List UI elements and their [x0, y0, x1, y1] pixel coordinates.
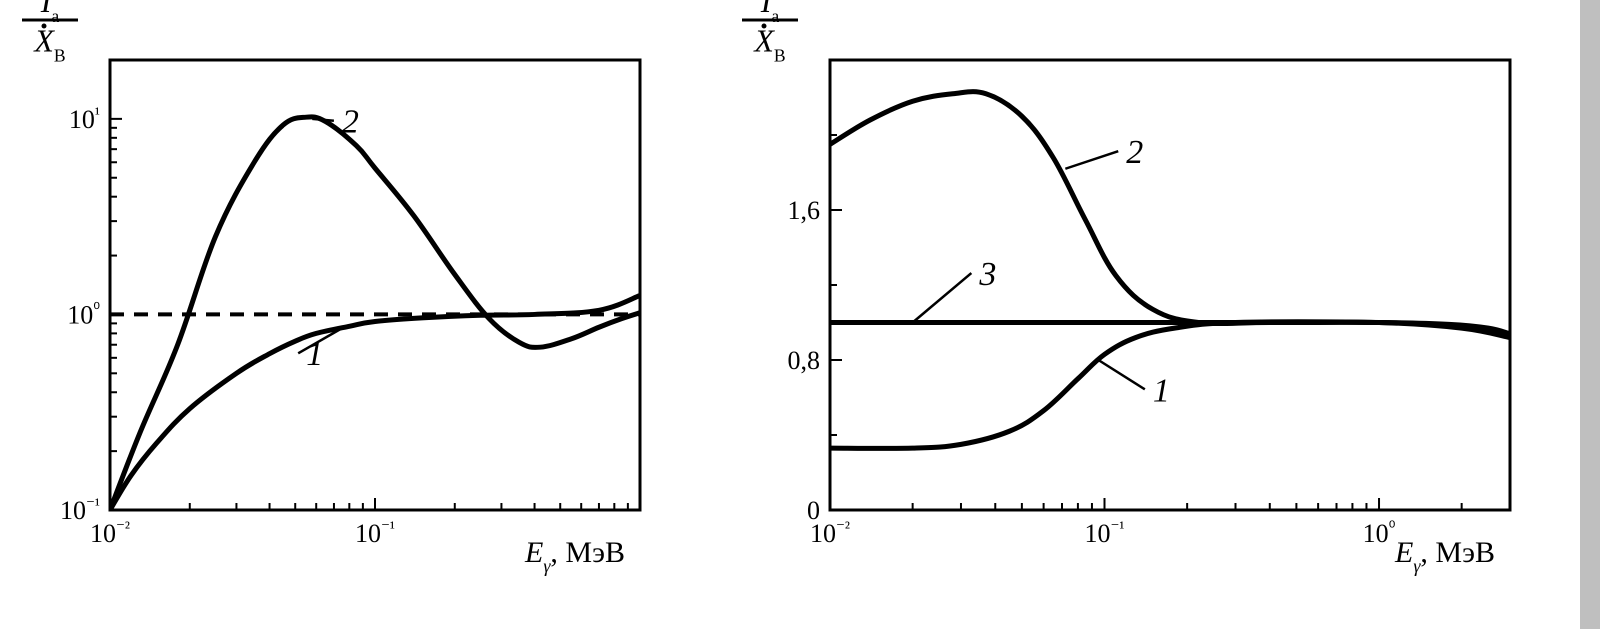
- annotation-label: 2: [1126, 134, 1143, 171]
- annotation-label: 1: [306, 336, 323, 373]
- x-tick-label: 10⁻¹: [355, 518, 395, 549]
- svg-text:Eγ, МэВ: Eγ, МэВ: [524, 536, 625, 576]
- svg-text:XВ: XВ: [752, 23, 785, 66]
- side-scrollbar: [1580, 0, 1600, 629]
- curve-1: [110, 295, 640, 510]
- y-tick-label: 10¹: [69, 103, 100, 134]
- annotation-label: 3: [978, 256, 996, 293]
- x-tick-label: 10⁻¹: [1085, 518, 1125, 549]
- figure-wrap: 2110⁻²10⁻¹10⁻¹10⁰10¹IаXВEγ, МэВ23110⁻²10…: [0, 0, 1600, 629]
- curve-2: [830, 92, 1510, 338]
- figure-svg: 2110⁻²10⁻¹10⁻¹10⁰10¹IаXВEγ, МэВ23110⁻²10…: [0, 0, 1600, 629]
- y-tick-label: 0: [807, 496, 820, 525]
- y-tick-label: 0,8: [788, 346, 821, 375]
- y-tick-label: 1,6: [788, 196, 821, 225]
- y-tick-label: 10⁰: [67, 299, 100, 330]
- curve-1: [830, 322, 1510, 449]
- x-tick-label: 10⁰: [1363, 518, 1396, 549]
- svg-text:Eγ, МэВ: Eγ, МэВ: [1394, 536, 1495, 576]
- annotation-label: 2: [342, 104, 359, 141]
- x-tick-label: 10⁻²: [90, 518, 130, 549]
- annotation-label: 1: [1153, 372, 1170, 409]
- svg-text:XВ: XВ: [32, 23, 65, 66]
